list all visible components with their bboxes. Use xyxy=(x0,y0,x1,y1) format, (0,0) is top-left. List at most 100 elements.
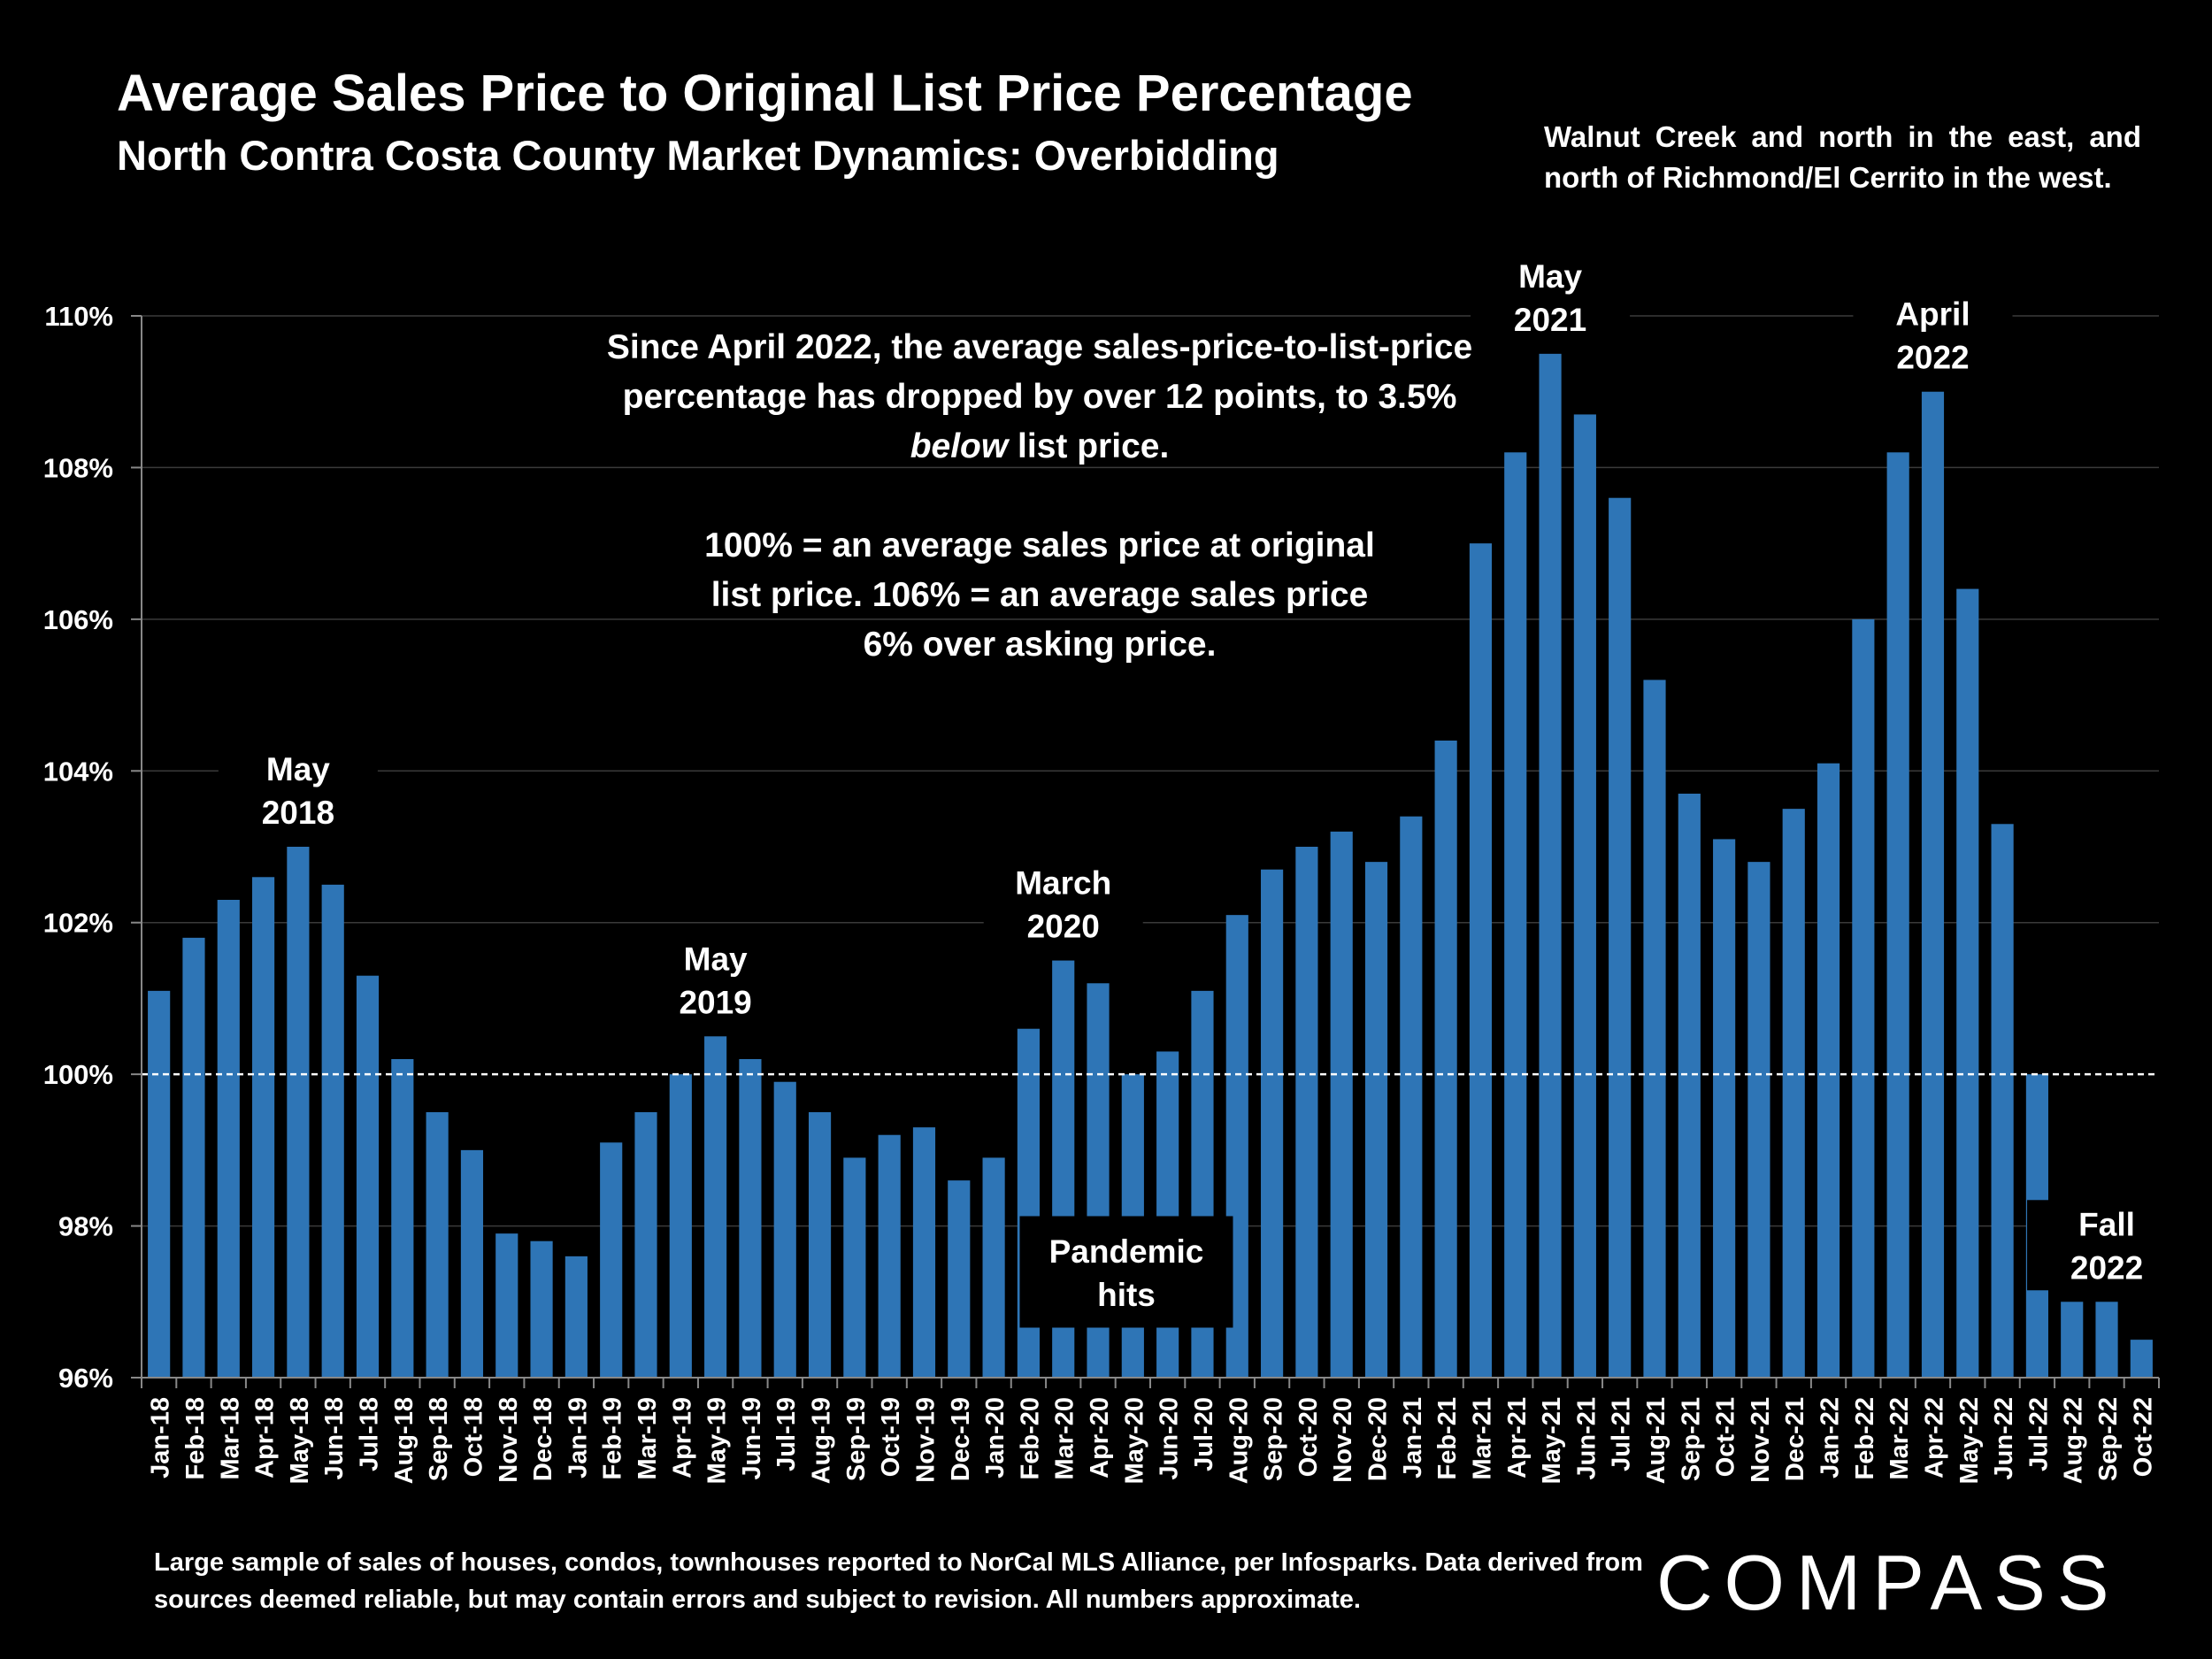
bar-Jan-22 xyxy=(1816,763,1840,1378)
x-tick-label: May-19 xyxy=(703,1397,732,1484)
x-axis: Jan-18 Feb-18 Mar-18 Apr-18 May-18 Jun-18 Jul-… xyxy=(141,1377,2160,1484)
bar-Sep-19 xyxy=(843,1157,866,1378)
bar-Jun-19 xyxy=(739,1059,762,1378)
annotation-paragraph-1: Since April 2022, the average sales-pric… xyxy=(602,323,1478,472)
x-tick-label: Mar-18 xyxy=(216,1397,244,1480)
bar-Dec-19 xyxy=(948,1180,971,1378)
annotation-emphasis: below xyxy=(910,427,1009,465)
bar-Aug-19 xyxy=(808,1112,832,1378)
callout-label: Pandemic xyxy=(1049,1233,1204,1270)
x-tick-label: Sep-20 xyxy=(1260,1397,1288,1481)
x-tick-label: Sep-18 xyxy=(425,1397,453,1481)
bar-Mar-19 xyxy=(634,1112,657,1378)
x-tick-label: Aug-20 xyxy=(1225,1397,1253,1484)
x-tick-label: Jan-18 xyxy=(147,1397,175,1479)
callout-bg xyxy=(2027,1200,2187,1291)
x-tick-label: Jan-20 xyxy=(981,1397,1010,1479)
bar-Jul-18 xyxy=(356,975,380,1378)
bar-Jan-21 xyxy=(1400,816,1423,1378)
compass-logo: COMPASS xyxy=(1656,1539,2121,1626)
x-tick-label: Jul-22 xyxy=(2024,1397,2053,1471)
footnote: Large sample of sales of houses, condos,… xyxy=(154,1548,1643,1614)
callout-label: 2021 xyxy=(1514,302,1586,338)
y-tick-label: 104% xyxy=(43,756,113,787)
x-tick-label: Aug-21 xyxy=(1642,1397,1671,1484)
y-tick-label: 110% xyxy=(44,301,113,332)
bar-Oct-21 xyxy=(1713,839,1736,1378)
bar-Mar-18 xyxy=(217,900,240,1378)
bar-Nov-18 xyxy=(495,1233,518,1378)
bar-Apr-18 xyxy=(252,877,275,1378)
x-tick-label: May-22 xyxy=(1955,1397,1984,1484)
x-tick-label: Nov-21 xyxy=(1747,1397,1775,1483)
callout-label: March xyxy=(1015,865,1111,902)
chart-subtitle: North Contra Costa County Market Dynamic… xyxy=(117,132,1279,179)
callout-bg xyxy=(983,858,1143,949)
x-tick-label: Jul-20 xyxy=(1190,1397,1218,1471)
x-tick-label: Sep-22 xyxy=(2094,1397,2123,1481)
x-tick-label: Feb-21 xyxy=(1433,1397,1462,1479)
annotation-paragraph-2: 100% = an average sales price at origina… xyxy=(704,526,1375,664)
x-tick-label: May-18 xyxy=(286,1397,314,1484)
bar-Jan-19 xyxy=(565,1256,588,1378)
x-tick-label: Mar-22 xyxy=(1886,1397,1914,1480)
x-tick-label: Jan-19 xyxy=(564,1397,592,1479)
callout-label: hits xyxy=(1097,1277,1156,1313)
bar-May-18 xyxy=(287,847,310,1378)
x-tick-label: Apr-22 xyxy=(1920,1397,1948,1479)
x-tick-label: Jul-21 xyxy=(1608,1397,1636,1471)
bar-Nov-21 xyxy=(1747,862,1770,1378)
bar-May-19 xyxy=(704,1036,727,1378)
bar-Feb-21 xyxy=(1434,741,1457,1378)
callout-label: 2022 xyxy=(2070,1249,2143,1286)
bar-Sep-22 xyxy=(2095,1302,2118,1378)
x-tick-label: Oct-18 xyxy=(459,1397,488,1477)
x-tick-label: Jul-18 xyxy=(356,1397,384,1471)
x-tick-label: Oct-21 xyxy=(1712,1397,1740,1477)
bar-Jun-20 xyxy=(1156,1051,1179,1378)
bar-Jul-21 xyxy=(1609,497,1632,1378)
bars xyxy=(148,353,2153,1379)
x-tick-label: Apr-18 xyxy=(251,1397,280,1479)
x-tick-label: Apr-21 xyxy=(1503,1397,1532,1479)
chart-title: Average Sales Price to Original List Pri… xyxy=(117,65,1413,122)
x-tick-label: May-20 xyxy=(1120,1397,1148,1484)
y-tick-label: 102% xyxy=(43,908,113,939)
x-tick-label: Jul-19 xyxy=(772,1397,801,1471)
callout-label: 2019 xyxy=(679,984,751,1020)
x-tick-label: Mar-21 xyxy=(1468,1397,1496,1480)
bar-Aug-21 xyxy=(1643,680,1666,1378)
x-tick-label: Nov-20 xyxy=(1329,1397,1357,1483)
bar-Sep-20 xyxy=(1261,869,1284,1378)
bar-Sep-18 xyxy=(426,1112,449,1378)
callout-label: May xyxy=(684,941,748,977)
x-tick-label: Dec-20 xyxy=(1364,1397,1393,1481)
x-tick-label: Apr-19 xyxy=(668,1397,696,1479)
callout-label: April xyxy=(1895,296,1970,333)
x-tick-label: Jan-21 xyxy=(1399,1397,1427,1479)
x-tick-label: Feb-18 xyxy=(181,1397,210,1479)
x-tick-label: Sep-19 xyxy=(842,1397,871,1481)
x-tick-label: Dec-21 xyxy=(1781,1397,1809,1481)
annotation-text-1: Since April 2022, the average sales-pric… xyxy=(606,328,1473,416)
bar-May-21 xyxy=(1539,353,1562,1378)
x-tick-label: Jun-20 xyxy=(1156,1397,1184,1479)
bar-Oct-19 xyxy=(878,1134,901,1378)
callout-label: May xyxy=(266,751,330,787)
chart-annotation: Since April 2022, the average sales-pric… xyxy=(602,323,1478,670)
y-tick-label: 96% xyxy=(58,1363,113,1394)
bar-Apr-21 xyxy=(1504,452,1527,1379)
x-tick-label: Aug-22 xyxy=(2060,1397,2088,1484)
bar-Feb-19 xyxy=(600,1142,623,1378)
bar-Apr-22 xyxy=(1921,391,1945,1378)
bar-Nov-19 xyxy=(912,1127,936,1378)
bar-Jun-21 xyxy=(1573,414,1596,1378)
bar-Feb-18 xyxy=(182,937,205,1378)
bar-Jul-19 xyxy=(773,1081,796,1378)
x-tick-label: Sep-21 xyxy=(1677,1397,1705,1481)
x-tick-label: Jun-18 xyxy=(320,1397,349,1479)
y-axis: 96% 98% 100% 102% 104% 106% 108% 110% xyxy=(43,301,142,1394)
bar-Oct-22 xyxy=(2130,1340,2153,1378)
x-tick-label: Feb-19 xyxy=(599,1397,627,1479)
x-tick-label: Jun-19 xyxy=(738,1397,766,1479)
